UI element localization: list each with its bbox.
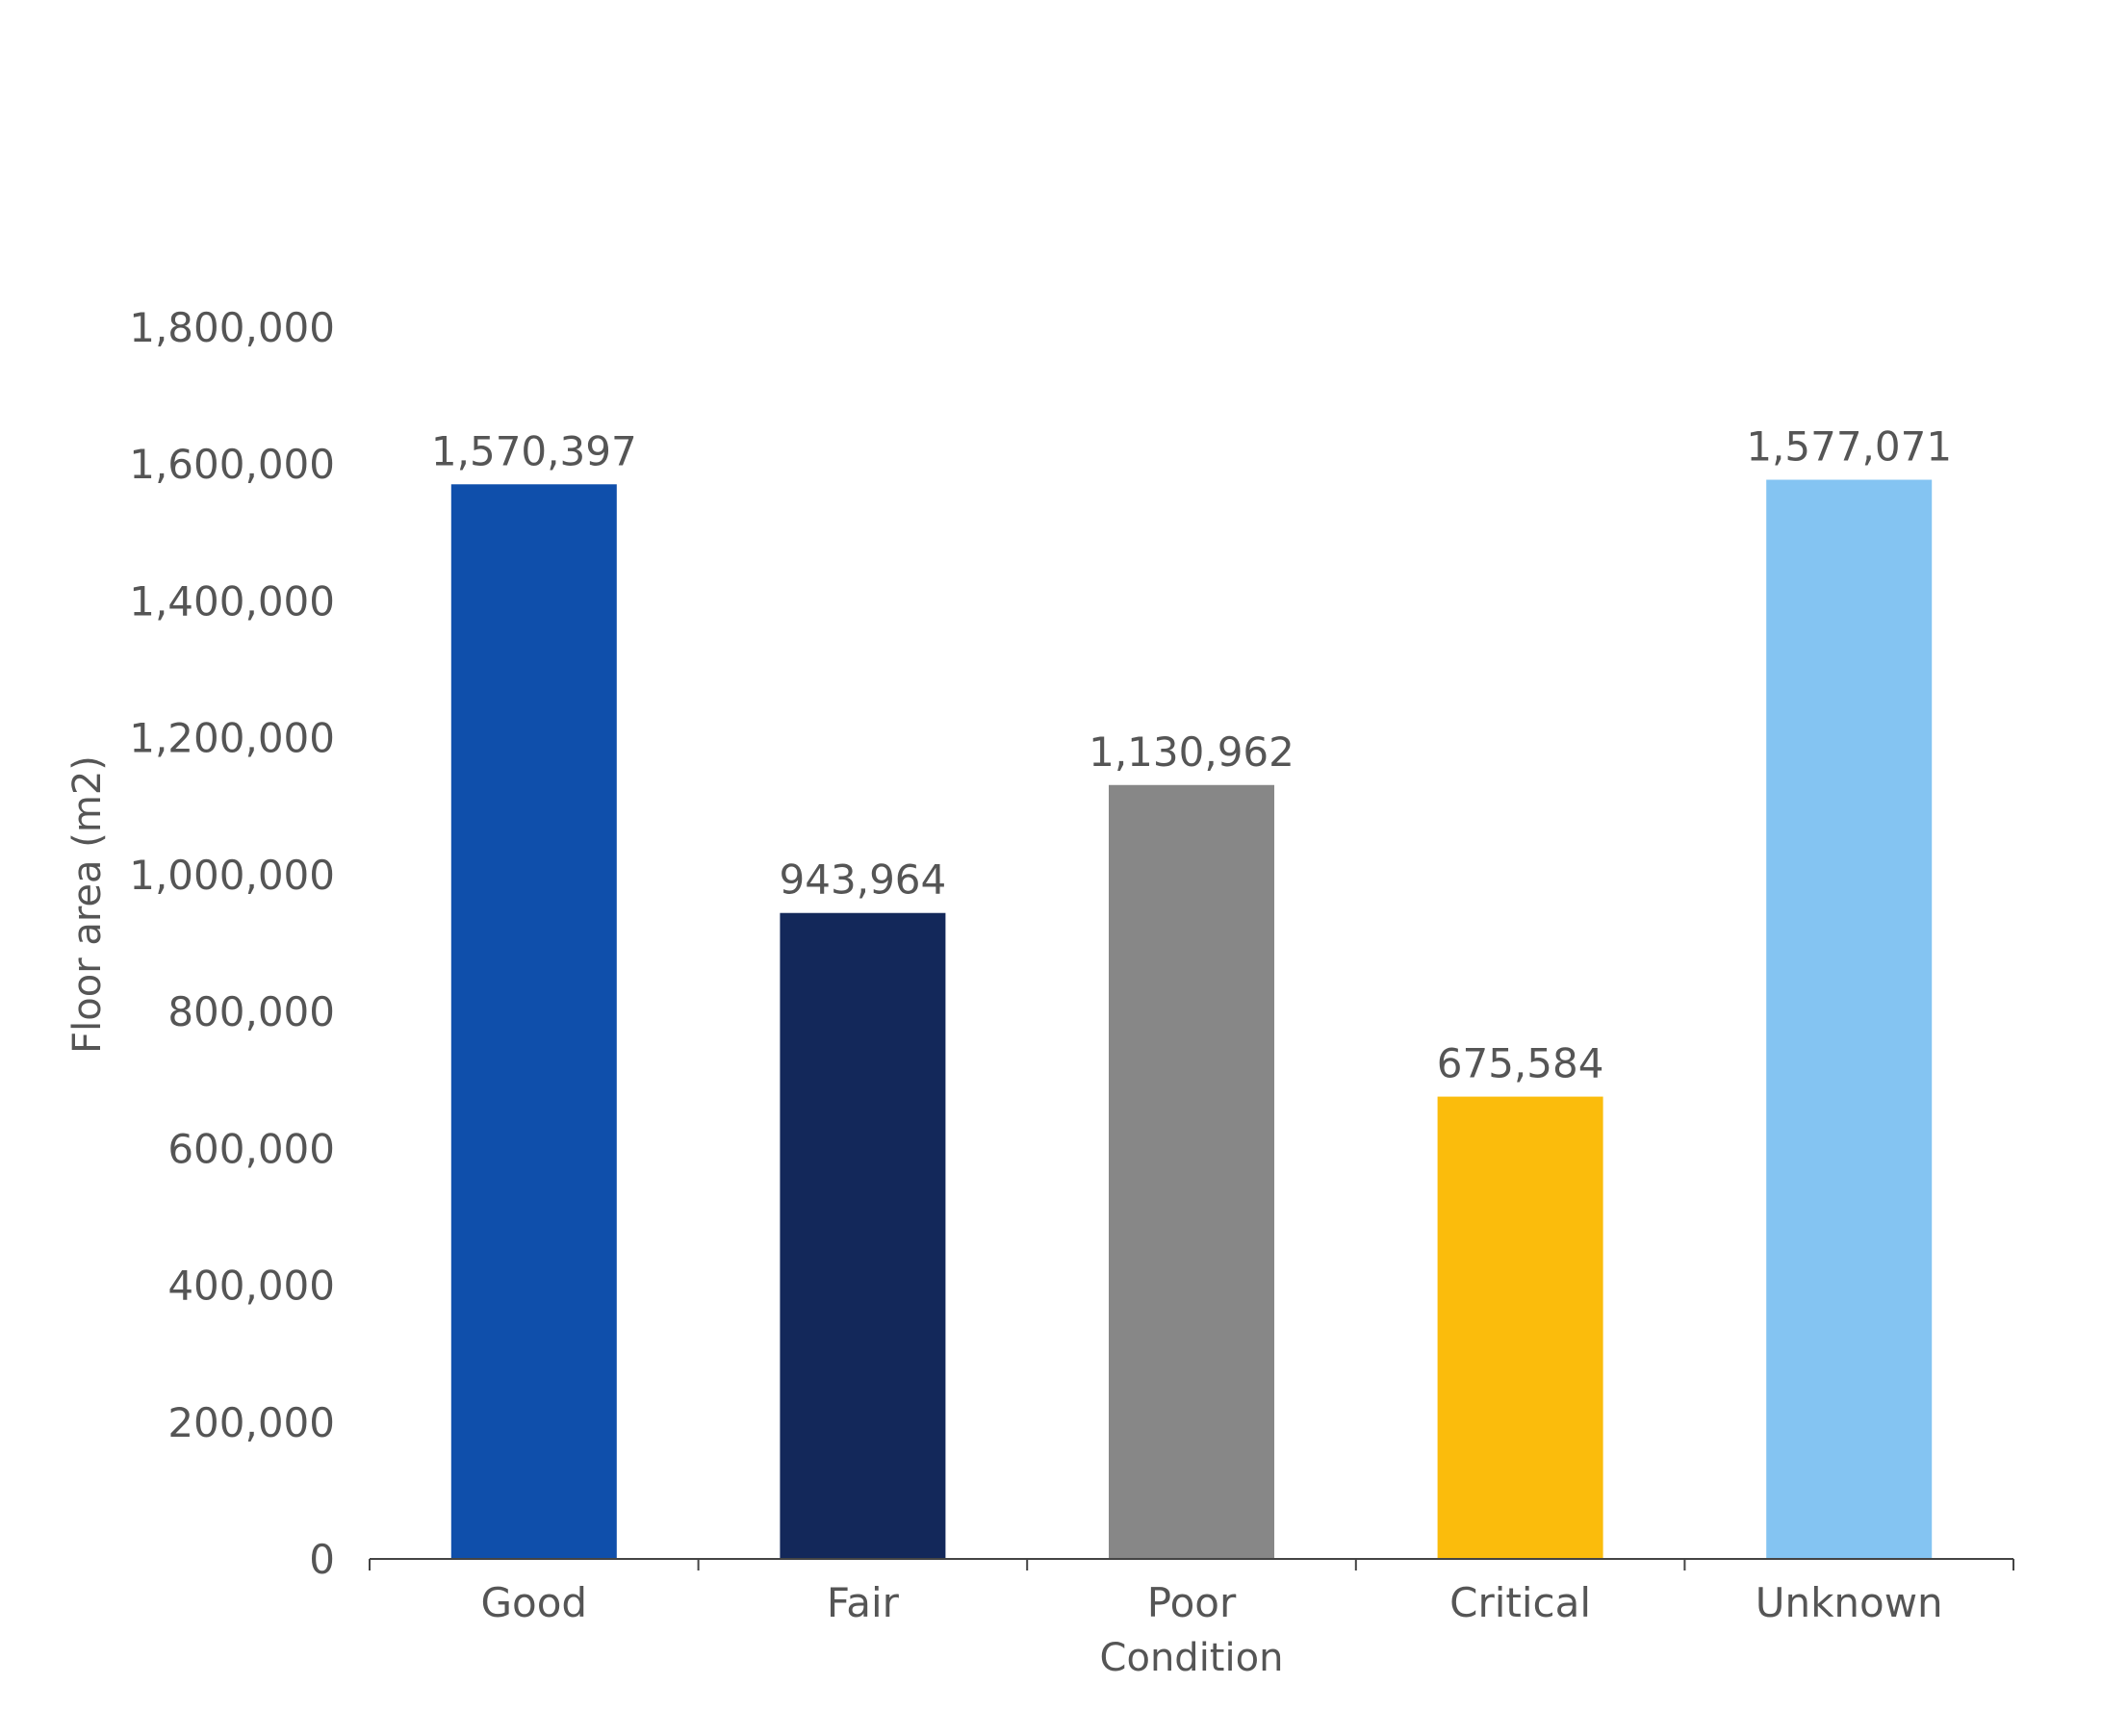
x-tick-label-unknown: Unknown <box>1756 1579 1943 1626</box>
x-tick-label-poor: Poor <box>1147 1579 1237 1626</box>
y-tick-label: 1,400,000 <box>129 577 335 625</box>
x-axis <box>369 1558 2014 1570</box>
x-axis-title: Condition <box>1100 1636 1284 1680</box>
y-tick-label: 0 <box>309 1536 335 1583</box>
y-tick-label: 600,000 <box>167 1125 335 1172</box>
bar-critical <box>1437 1096 1603 1559</box>
y-tick-label: 1,200,000 <box>129 715 335 762</box>
data-label-unknown: 1,577,071 <box>1746 423 1952 471</box>
y-tick-label: 1,000,000 <box>129 852 335 899</box>
data-label-good: 1,570,397 <box>431 427 637 474</box>
bar-fair <box>780 912 946 1559</box>
y-tick-label: 1,600,000 <box>129 441 335 488</box>
bar-unknown <box>1766 479 1933 1559</box>
bar-poor <box>1109 784 1274 1559</box>
y-tick-label: 800,000 <box>167 988 335 1035</box>
x-tick-label-critical: Critical <box>1449 1579 1591 1626</box>
bar-good <box>450 484 617 1560</box>
bars-group <box>450 479 1933 1560</box>
data-labels-group: 1,570,397 943,964 1,130,962 675,584 1,577,07… <box>431 423 1952 1087</box>
data-label-poor: 1,130,962 <box>1089 728 1295 776</box>
y-axis-tick-labels: 0 200,000 400,000 600,000 800,000 1,000,000 1,… <box>129 304 335 1583</box>
y-tick-label: 200,000 <box>167 1399 335 1446</box>
data-label-critical: 675,584 <box>1437 1040 1604 1087</box>
x-tick-label-good: Good <box>480 1579 587 1626</box>
y-tick-label: 400,000 <box>167 1263 335 1310</box>
y-tick-label: 1,800,000 <box>129 304 335 351</box>
x-axis-tick-labels: Good Fair Poor Critical Unknown <box>480 1579 1942 1626</box>
x-tick-label-fair: Fair <box>827 1579 900 1626</box>
y-axis-title: Floor area (m2) <box>65 755 110 1054</box>
data-label-fair: 943,964 <box>780 856 947 904</box>
